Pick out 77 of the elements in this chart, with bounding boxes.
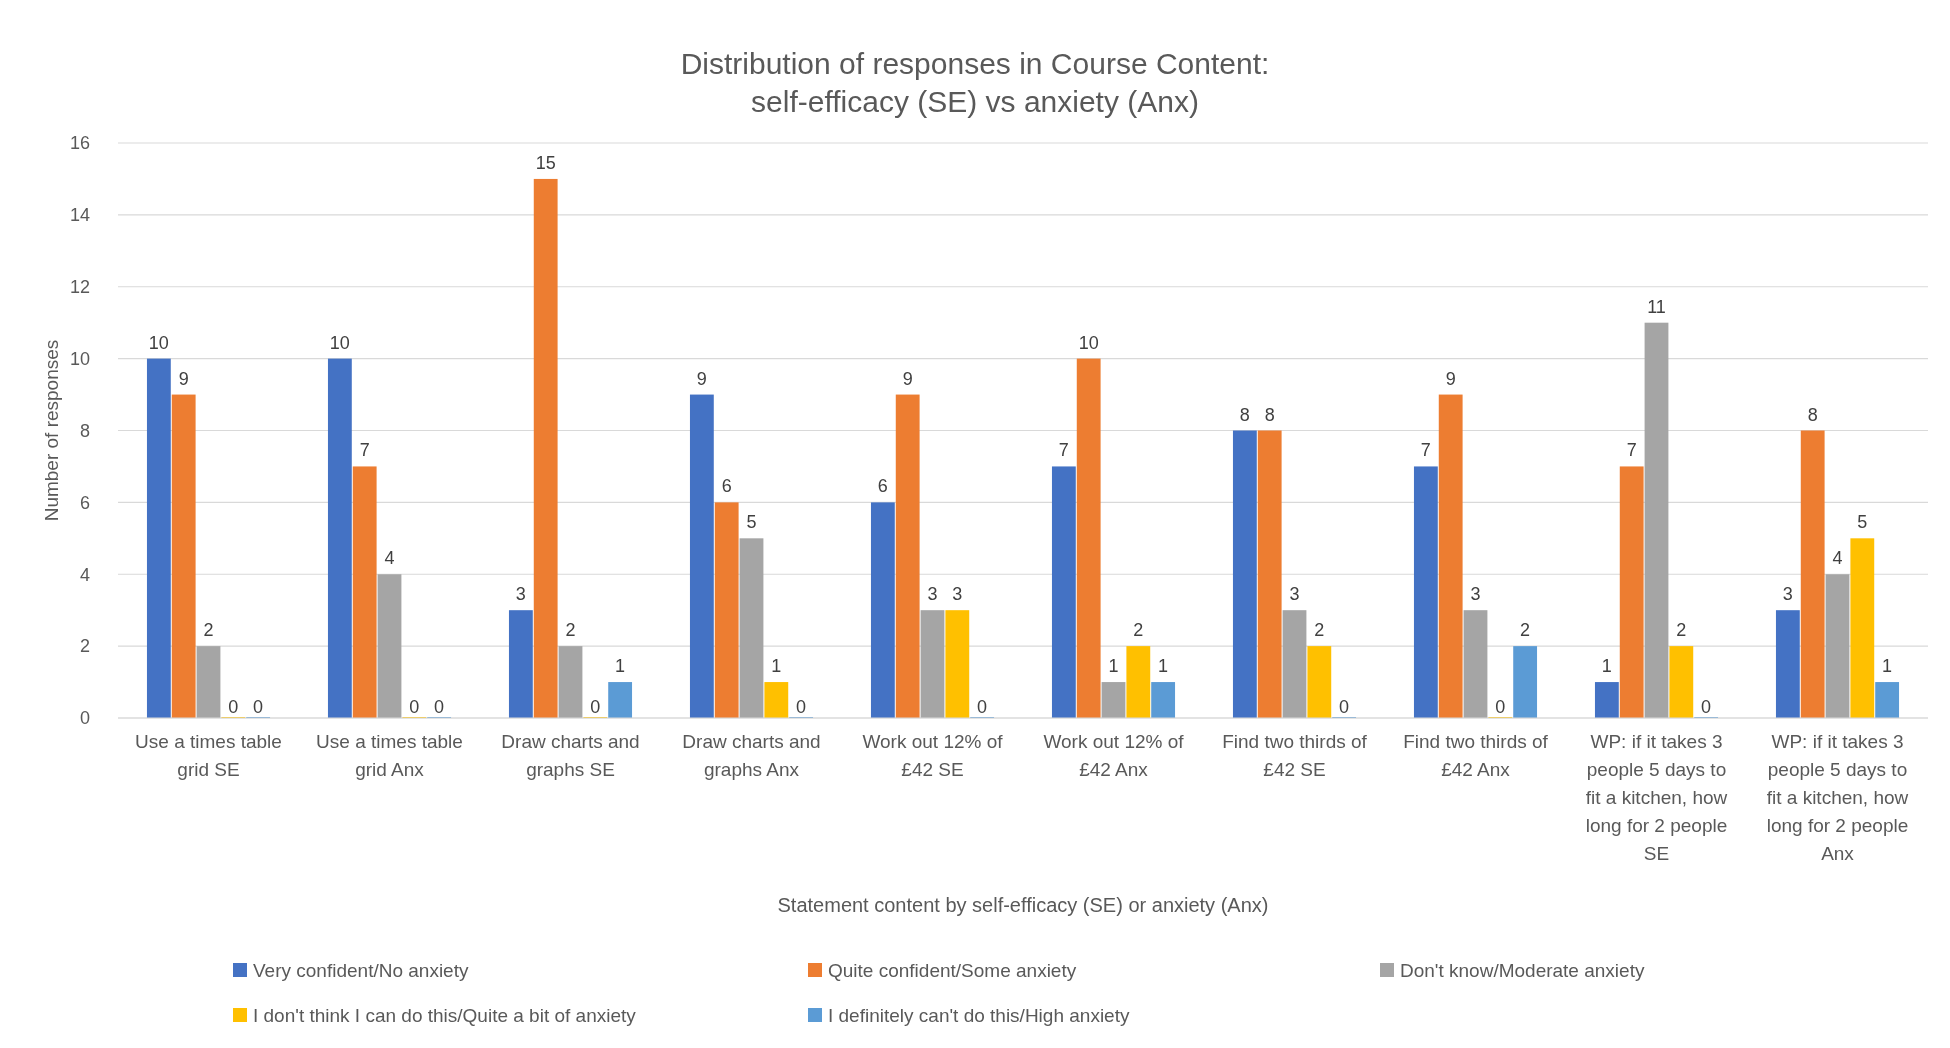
legend-label: Very confident/No anxiety bbox=[253, 959, 469, 981]
data-label: 9 bbox=[696, 368, 707, 389]
data-label: 3 bbox=[1470, 584, 1481, 605]
data-label: 0 bbox=[434, 697, 445, 717]
data-label: 1 bbox=[1158, 656, 1169, 677]
data-label: 9 bbox=[902, 368, 913, 389]
data-label: 1 bbox=[1882, 656, 1893, 677]
data-label: 1 bbox=[615, 656, 626, 677]
data-label: 7 bbox=[1626, 440, 1637, 461]
data-label: 6 bbox=[877, 476, 888, 497]
data-label: 0 bbox=[409, 697, 420, 717]
data-label: 2 bbox=[565, 620, 576, 641]
y-tick-label: 16 bbox=[69, 133, 90, 154]
data-label: 8 bbox=[1807, 404, 1818, 425]
data-label: 3 bbox=[1782, 584, 1793, 605]
data-label: 10 bbox=[329, 332, 350, 353]
chart-title: Distribution of responses in Course Content: self-efficacy (SE) vs anxiety (Anx) bbox=[680, 47, 1270, 118]
x-axis-title: Statement content by self-efficacy (SE) or anxiety (Anx) bbox=[777, 894, 1269, 916]
x-tick-label: Use a times table grid Anx bbox=[316, 731, 463, 780]
data-label: 9 bbox=[1445, 368, 1456, 389]
x-tick-label: Find two thirds of £42 Anx bbox=[1403, 731, 1549, 780]
data-label: 0 bbox=[1495, 697, 1506, 717]
data-label: 2 bbox=[203, 620, 214, 641]
x-tick-label: Work out 12% of £42 SE bbox=[862, 731, 1004, 780]
legend-label: Quite confident/Some anxiety bbox=[828, 959, 1077, 981]
data-label: 0 bbox=[977, 697, 988, 717]
data-label: 4 bbox=[384, 548, 395, 569]
data-label: 10 bbox=[1078, 332, 1099, 353]
x-tick-label: WP: if it takes 3 people 5 days to fit a kitchen, how long for 2 people Anx bbox=[1766, 731, 1909, 864]
data-label: 3 bbox=[927, 584, 938, 605]
data-label: 3 bbox=[952, 584, 963, 605]
y-tick-label: 0 bbox=[79, 708, 90, 729]
data-label: 15 bbox=[535, 152, 556, 173]
data-label: 5 bbox=[746, 512, 757, 533]
data-label: 0 bbox=[253, 697, 264, 717]
data-label: 1 bbox=[1601, 656, 1612, 677]
x-tick-label: WP: if it takes 3 people 5 days to fit a kitchen, how long for 2 people SE bbox=[1585, 731, 1728, 864]
y-tick-label: 12 bbox=[69, 277, 90, 298]
data-label: 7 bbox=[1058, 440, 1069, 461]
data-label: 10 bbox=[148, 332, 169, 353]
data-label: 9 bbox=[178, 368, 189, 389]
y-tick-label: 10 bbox=[69, 348, 90, 369]
data-label: 7 bbox=[359, 440, 370, 461]
data-label: 1 bbox=[771, 656, 782, 677]
x-tick-label: Find two thirds of £42 SE bbox=[1222, 731, 1368, 780]
data-label: 2 bbox=[1133, 620, 1144, 641]
x-tick-label: Draw charts and graphs Anx bbox=[682, 731, 821, 780]
data-label: 0 bbox=[228, 697, 239, 717]
data-label: 6 bbox=[721, 476, 732, 497]
data-label: 0 bbox=[590, 697, 601, 717]
data-label: 7 bbox=[1420, 440, 1431, 461]
data-label: 2 bbox=[1676, 620, 1687, 641]
legend-label: I don't think I can do this/Quite a bit of anxiety bbox=[253, 1004, 637, 1026]
data-label: 2 bbox=[1520, 620, 1531, 641]
data-label: 3 bbox=[515, 584, 526, 605]
y-tick-label: 2 bbox=[79, 636, 90, 657]
data-label: 0 bbox=[1701, 697, 1712, 717]
data-label: 11 bbox=[1647, 296, 1666, 317]
y-axis-title: Number of responses bbox=[41, 339, 62, 522]
data-label: 8 bbox=[1239, 404, 1250, 425]
x-tick-label: Use a times table grid SE bbox=[135, 731, 282, 780]
x-tick-label: Work out 12% of £42 Anx bbox=[1043, 731, 1185, 780]
y-tick-label: 4 bbox=[79, 564, 90, 585]
data-label: 2 bbox=[1314, 620, 1325, 641]
data-label: 5 bbox=[1857, 512, 1868, 533]
data-label: 4 bbox=[1832, 548, 1843, 569]
data-label: 0 bbox=[1339, 697, 1350, 717]
y-tick-label: 6 bbox=[79, 492, 90, 513]
legend-label: I definitely can't do this/High anxiety bbox=[828, 1004, 1130, 1026]
data-label: 8 bbox=[1264, 404, 1275, 425]
data-label: 0 bbox=[796, 697, 807, 717]
data-label: 3 bbox=[1289, 584, 1300, 605]
x-tick-label: Draw charts and graphs SE bbox=[501, 731, 640, 780]
y-tick-label: 8 bbox=[79, 420, 90, 441]
legend-label: Don't know/Moderate anxiety bbox=[1400, 959, 1645, 981]
y-tick-label: 14 bbox=[69, 205, 90, 226]
data-label: 1 bbox=[1108, 656, 1119, 677]
